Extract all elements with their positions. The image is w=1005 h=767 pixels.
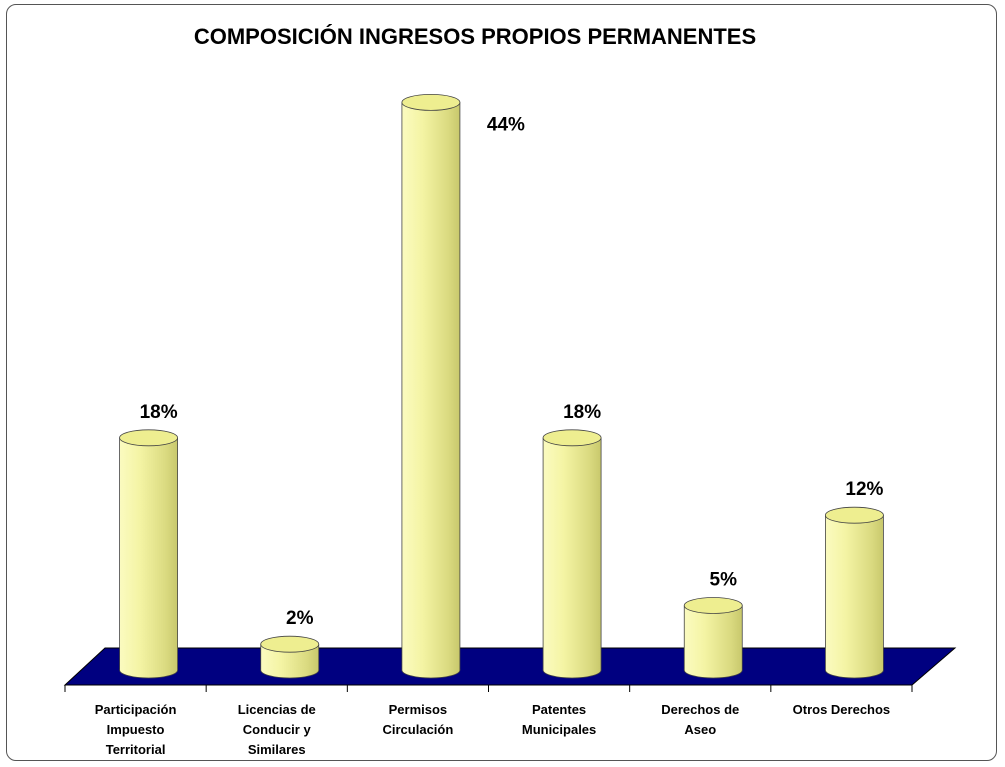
value-label: 5% — [710, 570, 738, 591]
value-label: 18% — [563, 402, 601, 423]
x-tick-label: Permisos Circulación — [382, 702, 454, 737]
value-label: 12% — [845, 479, 883, 500]
chart-title: COMPOSICIÓN INGRESOS PROPIOS PERMANENTES — [194, 24, 756, 49]
bar-top — [825, 506, 884, 524]
x-tick-label: Participación Impuesto Territorial — [94, 702, 177, 757]
x-tick-label: Licencias de Conducir y Similares — [237, 702, 316, 757]
value-label: 44% — [487, 114, 525, 135]
bar — [684, 605, 743, 670]
bar — [825, 515, 884, 670]
bar-top — [683, 597, 743, 614]
bar-top — [542, 429, 602, 447]
x-tick-label: Derechos de Aseo — [661, 702, 740, 737]
bar-top — [401, 94, 461, 111]
chart-frame — [6, 4, 997, 761]
bar-top — [119, 429, 178, 447]
bar — [401, 102, 460, 670]
x-tick-label: Otros Derechos — [792, 702, 891, 717]
x-tick-label: Patentes Municipales — [521, 702, 597, 737]
bar — [543, 437, 602, 670]
value-label: 18% — [140, 402, 178, 423]
floor — [63, 647, 957, 686]
bar — [119, 437, 178, 670]
bar-top — [260, 635, 320, 653]
value-label: 2% — [286, 608, 314, 629]
